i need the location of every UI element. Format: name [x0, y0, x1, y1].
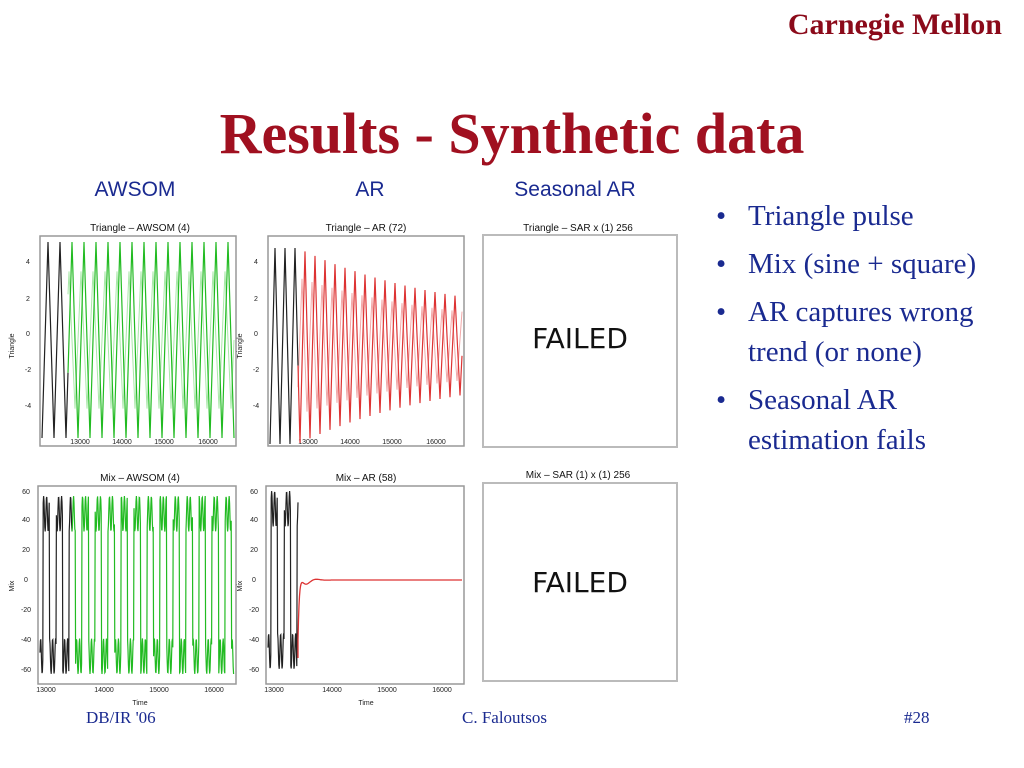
panel-mix-sar: Mix – SAR (1) x (1) 256 FAILED [478, 466, 680, 712]
y-axis-label: Mix [237, 580, 244, 591]
trace-line [297, 251, 463, 444]
bullet-item: AR captures wrong trend (or none) [712, 292, 1002, 372]
y-tick: -4 [25, 403, 31, 410]
slide-title: Results - Synthetic data [219, 101, 805, 166]
x-tick: 16000 [198, 439, 218, 446]
plot-triangle-awsom: Triangle – AWSOM (4) Triangle 4 2 0 -2 -… [9, 223, 237, 447]
y-tick: 2 [26, 296, 30, 303]
plot-title: Mix – AR (58) [336, 473, 397, 484]
y-tick: -60 [21, 667, 31, 674]
x-tick: 15000 [377, 687, 397, 694]
x-axis-label: Time [358, 700, 373, 707]
x-tick: 16000 [432, 687, 452, 694]
x-tick: 14000 [340, 439, 360, 446]
panel-triangle-awsom: Triangle – AWSOM (4) Triangle 4 2 0 -2 -… [4, 216, 240, 462]
plot-triangle-ar: Triangle – AR (72) Triangle 4 2 0 -2 -4 … [237, 223, 465, 447]
y-tick: 0 [26, 331, 30, 338]
column-header-ar: AR [355, 178, 385, 201]
x-tick: 14000 [322, 687, 342, 694]
panel-triangle-ar: Triangle – AR (72) Triangle 4 2 0 -2 -4 … [232, 216, 468, 462]
y-axis-label: Triangle [237, 333, 244, 358]
plot-title: Triangle – AWSOM (4) [90, 223, 190, 234]
y-tick: -20 [249, 607, 259, 614]
plot-title-svg: Mix – SAR (1) x (1) 256 [526, 470, 631, 481]
x-tick: 16000 [426, 439, 446, 446]
y-tick: 20 [22, 547, 30, 554]
trace-line [67, 271, 235, 409]
y-tick: -4 [253, 403, 259, 410]
y-tick: 0 [254, 331, 258, 338]
plot-mix-ar: Mix – AR (58) Mix 60 40 20 0 -20 -40 -60… [237, 473, 465, 707]
bullet-item: Triangle pulse [712, 196, 1002, 236]
failed-box: FAILED [482, 482, 678, 682]
y-tick: -60 [249, 667, 259, 674]
y-tick: 40 [22, 517, 30, 524]
y-axis-label: Triangle [9, 333, 16, 358]
footer-center: C. Faloutsos [462, 708, 548, 727]
plot-title: Triangle – SAR x (1) 256 [523, 223, 633, 234]
bullet-item: Seasonal AR estimation fails [712, 380, 1002, 460]
x-tick: 15000 [149, 687, 169, 694]
y-tick: 4 [254, 259, 258, 266]
failed-label: FAILED [532, 322, 628, 355]
y-tick: -2 [253, 367, 259, 374]
trace-line [297, 578, 462, 658]
trace-line [71, 495, 235, 675]
trace-line [39, 495, 73, 674]
y-tick: 0 [24, 577, 28, 584]
brand-logo-text: Carnegie Mellon [787, 8, 1002, 41]
trace-line [67, 241, 235, 439]
x-tick: 13000 [264, 687, 284, 694]
footer-page-number: #28 [904, 708, 930, 727]
x-tick: 13000 [298, 439, 318, 446]
bullet-list: Triangle pulse Mix (sine + square) AR ca… [712, 196, 1002, 468]
y-tick: -40 [249, 637, 259, 644]
y-tick: 2 [254, 296, 258, 303]
plot-title-svg: Triangle – SAR x (1) 256 [523, 223, 633, 234]
x-tick: 15000 [382, 439, 402, 446]
x-tick: 14000 [94, 687, 114, 694]
x-tick: 14000 [112, 439, 132, 446]
plot-frame [265, 485, 465, 685]
y-tick: -40 [21, 637, 31, 644]
plot-title: Mix – SAR (1) x (1) 256 [526, 470, 631, 481]
signal-trace [269, 247, 463, 445]
y-tick: 4 [26, 259, 30, 266]
signal-trace [41, 241, 235, 439]
x-tick: 13000 [36, 687, 56, 694]
plot-mix-awsom: Mix – AWSOM (4) Mix 60 40 20 0 -20 -40 -… [9, 473, 237, 707]
y-tick: 20 [250, 547, 258, 554]
y-tick: 0 [252, 577, 256, 584]
signal-trace [267, 490, 462, 669]
x-tick: 16000 [204, 687, 224, 694]
trace-line [267, 490, 299, 669]
x-tick: 15000 [154, 439, 174, 446]
failed-box: FAILED [482, 234, 678, 448]
signal-trace [39, 495, 235, 675]
y-axis-label: Mix [9, 580, 16, 591]
trace-line [41, 241, 69, 439]
x-tick: 13000 [70, 439, 90, 446]
plot-title: Mix – AWSOM (4) [100, 473, 180, 484]
y-tick: -2 [25, 367, 31, 374]
panel-mix-awsom: Mix – AWSOM (4) Mix 60 40 20 0 -20 -40 -… [4, 466, 240, 712]
bullet-item: Mix (sine + square) [712, 244, 1002, 284]
trace-line [297, 278, 463, 412]
column-header-awsom: AWSOM [94, 178, 176, 201]
column-header-seasonal-ar: Seasonal AR [514, 178, 636, 201]
x-axis-label: Time [132, 700, 147, 707]
trace-line [269, 247, 299, 445]
y-tick: 60 [250, 489, 258, 496]
panel-triangle-sar: Triangle – SAR x (1) 256 FAILED [478, 216, 680, 462]
plot-title: Triangle – AR (72) [326, 223, 407, 234]
panel-mix-ar: Mix – AR (58) Mix 60 40 20 0 -20 -40 -60… [232, 466, 468, 712]
y-tick: 60 [22, 489, 30, 496]
y-tick: 40 [250, 517, 258, 524]
footer-left: DB/IR '06 [86, 708, 156, 727]
y-tick: -20 [21, 607, 31, 614]
failed-label: FAILED [532, 566, 628, 599]
